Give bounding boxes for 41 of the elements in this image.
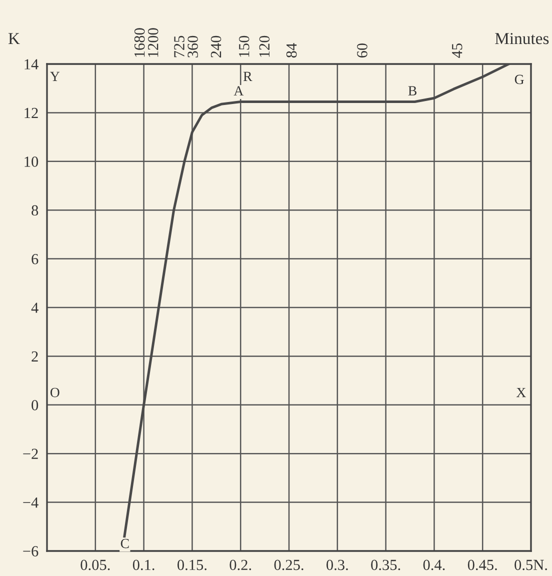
text: 60 (357, 43, 368, 58)
y-tick-label: 12 (24, 108, 38, 118)
annotation: R (243, 72, 252, 81)
y-tick-label: −6 (23, 546, 38, 556)
x-tick-label: 0.2. (230, 560, 252, 570)
x-tick-label: 0.3. (326, 560, 348, 570)
x2-axis-title: Minutes (495, 32, 549, 44)
y-axis-title: K (8, 33, 20, 44)
annotation: X (516, 388, 526, 398)
y-tick-label: −4 (23, 498, 38, 508)
annotation: B (408, 86, 416, 96)
annotation: C (120, 538, 129, 548)
text: 360 (188, 36, 198, 58)
y-tick-label: 0 (32, 400, 38, 410)
x-tick-label: 0.35. (371, 560, 400, 570)
annotation: A (234, 86, 244, 96)
x-tick-label: 0.45. (468, 560, 497, 570)
text: 1680 (134, 28, 145, 57)
text: 150 (238, 36, 250, 57)
text: 725 (174, 36, 184, 58)
x-tick-label: 0.25. (274, 560, 304, 570)
text: 1200 (148, 28, 158, 57)
y-tick-label: 10 (24, 156, 38, 167)
y-tick-label: 2 (32, 351, 38, 362)
annotation: O (50, 388, 60, 398)
annotation: Y (50, 72, 60, 81)
y-tick-label: 6 (32, 254, 38, 264)
y-tick-label: 4 (31, 302, 38, 313)
annotation: G (514, 74, 524, 84)
text: 45 (452, 43, 462, 58)
text: 84 (286, 43, 297, 58)
text: 120 (259, 36, 270, 57)
x-tick-label: 0.05. (80, 560, 110, 570)
x-tick-label: 0.15. (178, 560, 206, 570)
y-tick-label: −2 (23, 448, 38, 459)
x-tick-label: 0.5N. (514, 560, 547, 570)
x-tick-label: 0.1. (132, 560, 154, 570)
text: 240 (210, 36, 222, 58)
y-tick-label: 8 (32, 205, 38, 216)
y-tick-label: 14 (24, 59, 38, 70)
x-tick-label: 0.4. (423, 560, 445, 570)
